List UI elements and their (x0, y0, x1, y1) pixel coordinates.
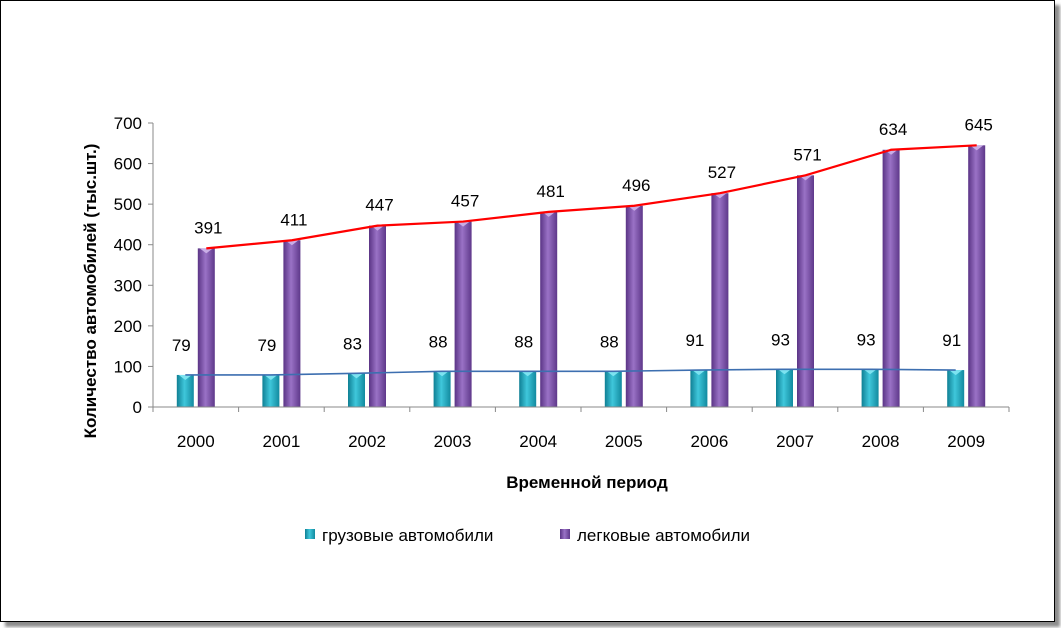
y-tick-label: 300 (114, 276, 142, 295)
bar-trucks (348, 373, 365, 407)
bar-cars (711, 193, 729, 407)
x-axis-title: Временной период (506, 473, 668, 492)
data-label-cars: 634 (879, 120, 907, 139)
y-tick-label: 500 (114, 195, 142, 214)
bar-cap-trucks (606, 371, 620, 377)
x-tick-label: 2001 (262, 432, 300, 451)
bar-cap-trucks (521, 371, 535, 377)
bar-cap-trucks (692, 370, 706, 376)
bar-cars (197, 248, 215, 407)
data-label-cars: 411 (280, 210, 307, 229)
bar-cap-trucks (350, 373, 363, 379)
bar-cars (454, 221, 472, 407)
data-label-cars: 447 (365, 196, 393, 215)
legend-label-trucks: грузовые автомобили (322, 526, 493, 545)
y-axis-ticks: 0 100 200 300 400 500 600 700 (114, 114, 153, 417)
y-tick-label: 400 (114, 236, 142, 255)
y-tick-label: 100 (114, 357, 142, 376)
x-tick-label: 2007 (776, 432, 814, 451)
x-tick-label: 2003 (434, 432, 472, 451)
bar-cars (968, 145, 986, 408)
x-tick-label: 2004 (519, 432, 557, 451)
data-label-trucks: 83 (343, 334, 362, 353)
bar-cap-cars (199, 248, 213, 254)
data-label-cars: 645 (965, 115, 993, 134)
bar-trucks (519, 371, 537, 407)
y-tick-label: 600 (114, 155, 142, 174)
data-label-trucks: 79 (257, 336, 276, 355)
x-axis-ticks: 2000 2001 2002 2003 2004 2005 2006 2007 2008 2009 (152, 407, 1010, 451)
bar-cap-trucks (863, 369, 877, 375)
bar-trucks (262, 374, 280, 407)
y-tick-label: 0 (133, 398, 142, 417)
bar-trucks (176, 374, 194, 407)
legend-item-cars: легковые автомобили (560, 526, 750, 545)
legend-item-trucks: грузовые автомобили (305, 526, 493, 545)
data-label-trucks: 91 (942, 331, 961, 350)
data-label-cars: 571 (793, 145, 821, 164)
data-label-trucks: 79 (172, 336, 191, 355)
bar-cap-trucks (949, 370, 963, 376)
chart: Количество автомобилей (тыс.шт.) 0 100 200… (81, 114, 1010, 545)
bar-cars (540, 211, 558, 407)
y-tick-label: 200 (114, 317, 142, 336)
bar-cap-trucks (435, 371, 449, 377)
data-label-trucks: 91 (685, 331, 704, 350)
bar-cars (625, 205, 643, 407)
y-tick-label: 700 (114, 114, 142, 133)
x-tick-label: 2008 (862, 432, 900, 451)
bar-cars (369, 225, 386, 407)
data-label-cars: 496 (622, 176, 650, 195)
data-label-trucks: 88 (429, 332, 448, 351)
data-label-cars: 457 (451, 192, 479, 211)
trend-line-cars (206, 144, 977, 250)
bar-cap-trucks (264, 374, 278, 380)
bar-trucks (776, 369, 793, 407)
x-tick-label: 2005 (605, 432, 643, 451)
legend-label-cars: легковые автомобили (577, 526, 750, 545)
data-label-cars: 527 (708, 163, 736, 182)
data-label-trucks: 93 (857, 330, 876, 349)
x-tick-label: 2000 (177, 432, 215, 451)
data-label-trucks: 88 (600, 332, 619, 351)
x-tick-label: 2006 (690, 432, 728, 451)
bar-trucks (947, 370, 965, 407)
bar-cap-trucks (778, 369, 791, 375)
data-labels: 79 79 83 88 88 88 91 93 93 91 391 411 447 457 481 496 52… (172, 115, 993, 355)
legend-swatch-trucks (305, 529, 315, 539)
bar-cars (797, 175, 814, 407)
data-label-cars: 481 (537, 182, 565, 201)
bar-trucks (690, 370, 708, 407)
bar-cap-trucks (178, 374, 192, 380)
bar-trucks (604, 371, 622, 407)
legend: грузовые автомобили легковые автомобили (305, 526, 750, 545)
data-label-trucks: 93 (771, 330, 790, 349)
y-axis-title: Количество автомобилей (тыс.шт.) (81, 144, 100, 439)
data-label-trucks: 88 (514, 332, 533, 351)
data-label-cars: 391 (194, 218, 222, 237)
bars (176, 145, 986, 408)
x-tick-label: 2002 (348, 432, 386, 451)
x-tick-label: 2009 (947, 432, 985, 451)
trend-line-trucks (185, 368, 956, 376)
legend-swatch-cars (560, 529, 570, 539)
bar-trucks (433, 371, 451, 407)
trend-lines (185, 144, 977, 376)
bar-trucks (861, 369, 879, 407)
bar-cars (882, 149, 900, 407)
bar-cars (283, 240, 301, 407)
